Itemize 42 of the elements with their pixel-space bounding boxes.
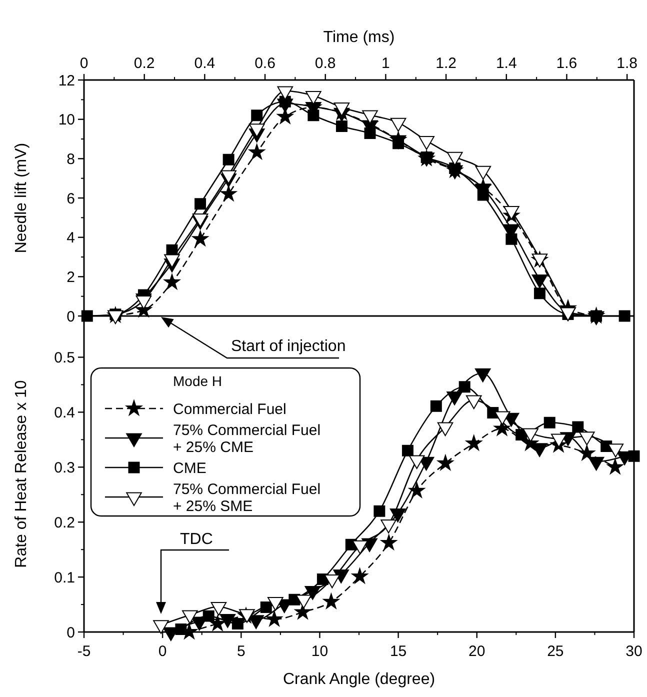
y-tick-label: 0.1 (54, 569, 75, 586)
annotation: TDC (180, 531, 213, 548)
legend-label: 75% Commercial Fuel + 25% CME (173, 422, 321, 456)
y-axis-title: Needle lift (mV) (13, 142, 30, 254)
x2-tick-label: 0 (80, 55, 88, 72)
x2-tick-label: 1.8 (616, 55, 638, 72)
x-tick-label: 5 (236, 643, 246, 660)
x2-tick-label: 0.2 (134, 55, 155, 72)
y-tick-label: 12 (58, 72, 75, 90)
x-axis-title: Crank Angle (degree) (282, 671, 436, 688)
y-tick-label: 0 (66, 624, 75, 642)
y-tick-label: 6 (66, 190, 75, 208)
x-tick-label: -5 (77, 643, 91, 660)
x2-axis-title: Time (ms) (323, 29, 395, 46)
legend-label: CME (173, 460, 206, 477)
x-tick-label: 15 (390, 643, 407, 660)
x2-tick-label: 0.6 (254, 55, 276, 72)
x2-tick-label: 1.2 (436, 55, 456, 72)
y-tick-label: 4 (66, 230, 75, 247)
y-tick-label: 0 (66, 308, 75, 326)
y-tick-label: 0.3 (54, 459, 75, 476)
legend-label: 75% Commercial Fuel + 25% SME (173, 481, 321, 515)
x-tick-label: 10 (311, 643, 328, 660)
legend-label: Commercial Fuel (173, 401, 286, 418)
x2-tick-label: 0.8 (314, 55, 336, 72)
y-tick-label: 0.5 (54, 349, 75, 366)
x2-tick-label: 1.4 (496, 55, 517, 72)
x2-tick-label: 1.6 (556, 55, 578, 72)
y-tick-label: 0.2 (54, 514, 75, 532)
x2-tick-label: 1 (382, 55, 390, 72)
x2-tick-label: 0.4 (194, 55, 216, 72)
x-tick-label: 0 (158, 643, 167, 660)
y-tick-label: 2 (66, 268, 75, 286)
x-tick-label: 25 (547, 643, 564, 660)
y-tick-label: 8 (66, 150, 75, 168)
annotation: Start of injection (231, 338, 346, 355)
y-tick-label: 10 (58, 112, 75, 129)
legend-title: Mode H (173, 373, 222, 389)
x-tick-label: 20 (468, 643, 486, 660)
y-tick-label: 0.4 (54, 404, 75, 422)
y-axis-title: Rate of Heat Release x 10 (13, 380, 30, 568)
x-tick-label: 30 (626, 643, 642, 660)
